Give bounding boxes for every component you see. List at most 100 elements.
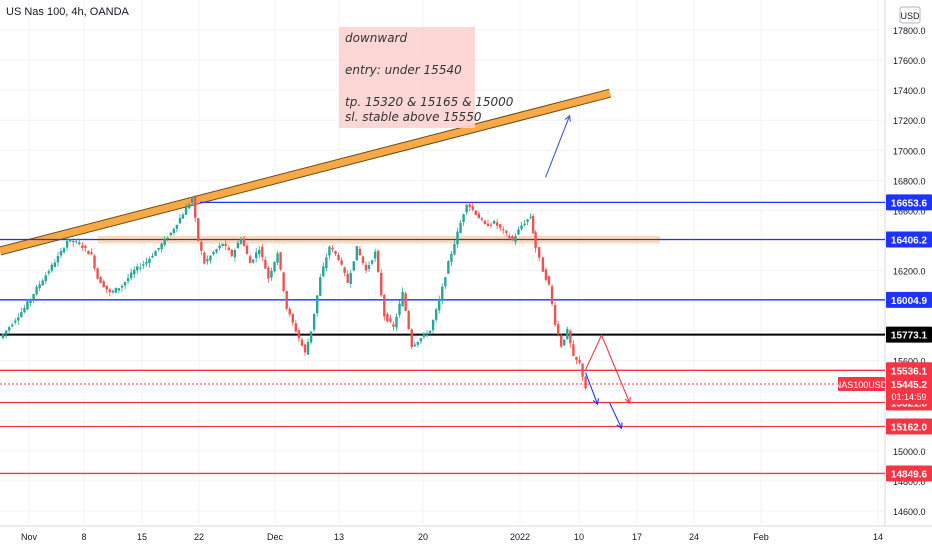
y-tick-label: 17800.0: [893, 26, 926, 36]
currency-button[interactable]: USD: [899, 6, 921, 24]
candle-body: [328, 246, 331, 256]
candle-body: [468, 204, 471, 208]
note-line: sl. stable above 15550: [345, 110, 482, 124]
candle-body: [166, 237, 169, 240]
candle-body: [145, 261, 148, 264]
candle-body: [206, 259, 209, 262]
x-tick-label: 20: [418, 532, 428, 542]
y-tick-label: 16600.0: [893, 206, 926, 216]
x-tick-label: 10: [574, 532, 584, 542]
symbol-badge-text: NAS100USD: [835, 380, 888, 390]
trendline-fill: [0, 89, 611, 255]
candle-body: [26, 301, 29, 310]
x-tick-label: 24: [689, 532, 699, 542]
candle-body: [200, 241, 203, 251]
candle-body: [462, 214, 465, 223]
candle-body: [224, 243, 227, 246]
candle-body: [541, 257, 545, 272]
candle-body: [105, 285, 108, 290]
candle-body: [471, 206, 474, 210]
candle-body: [352, 261, 355, 271]
candle-body: [553, 305, 557, 325]
candle-body: [251, 259, 255, 263]
candle-body: [303, 344, 307, 353]
projection-path: [585, 333, 631, 403]
candle-body: [282, 272, 285, 291]
candle-body: [102, 281, 105, 288]
candle-body: [203, 252, 206, 264]
candle-body: [346, 274, 349, 283]
note-box[interactable]: downward entry: under 15540 tp. 15320 & …: [339, 27, 514, 128]
candle-body: [534, 232, 537, 249]
y-tick-label: 17200.0: [893, 116, 926, 126]
candle-body: [495, 222, 499, 226]
candle-body: [459, 222, 462, 234]
candle-body: [486, 223, 490, 226]
candle-body: [404, 293, 407, 311]
candle-body: [523, 223, 526, 226]
x-tick-label: Nov: [21, 532, 38, 542]
candle-body: [294, 323, 298, 332]
candle-body: [492, 220, 496, 224]
candle-body: [377, 250, 380, 273]
candle-body: [575, 356, 578, 361]
candle-body: [584, 376, 587, 389]
candle-body: [569, 330, 572, 344]
candle-body: [428, 330, 432, 335]
candle-body: [413, 344, 416, 347]
price-badge: [886, 291, 932, 308]
candle-body: [355, 246, 359, 261]
candle-body: [78, 242, 81, 245]
candle-body: [538, 247, 541, 258]
candle-body: [11, 324, 14, 327]
candle-body: [255, 252, 258, 259]
candle-body: [364, 264, 368, 271]
candle-body: [81, 245, 84, 248]
candle-body: [90, 252, 93, 255]
candle-body: [169, 232, 172, 236]
candle-body: [114, 287, 118, 293]
trendline: [0, 88, 612, 256]
x-tick-label: 22: [194, 532, 204, 542]
candle-body: [72, 240, 75, 243]
y-tick-label: 14600.0: [893, 507, 926, 517]
candle-body: [14, 320, 17, 323]
price-badge-text: 14849.6: [891, 469, 928, 480]
candle-body: [108, 289, 111, 293]
candle-body: [178, 218, 182, 224]
candle-body: [163, 238, 166, 245]
price-badge: [886, 194, 932, 211]
candle-body: [434, 309, 438, 320]
candle-body: [514, 236, 517, 242]
currency-label: USD: [900, 11, 920, 21]
note-line: entry: under 15540: [345, 63, 462, 77]
candle-body: [550, 286, 554, 304]
candle-body: [157, 247, 160, 250]
candle-body: [544, 269, 548, 280]
candle-body: [84, 245, 87, 249]
candle-body: [291, 314, 294, 323]
price-badge-text: 15773.1: [891, 331, 928, 342]
candle-body: [288, 308, 291, 315]
x-tick-label: 2022: [510, 532, 530, 542]
candle-body: [358, 248, 362, 256]
candle-body: [65, 240, 69, 248]
candle-body: [184, 207, 188, 215]
price-badge: [886, 326, 932, 343]
candle-body: [398, 303, 401, 315]
time-axis-labels: Nov 8 15 22 Dec 13 20 2022 10 17 24 Feb 14: [21, 532, 883, 542]
candle-body: [380, 272, 383, 296]
projection-path: [545, 115, 571, 178]
candle-body: [1, 334, 5, 339]
candle-body: [35, 287, 38, 295]
candle-body: [187, 204, 191, 209]
candle-body: [236, 243, 240, 249]
candle-body: [123, 282, 127, 286]
candle-body: [233, 250, 237, 258]
price-badge: [886, 418, 932, 435]
candle-body: [309, 331, 313, 343]
symbol-title[interactable]: US Nas 100, 4h, OANDA: [6, 6, 130, 18]
candle-body: [474, 210, 477, 215]
candle-body: [489, 224, 493, 226]
